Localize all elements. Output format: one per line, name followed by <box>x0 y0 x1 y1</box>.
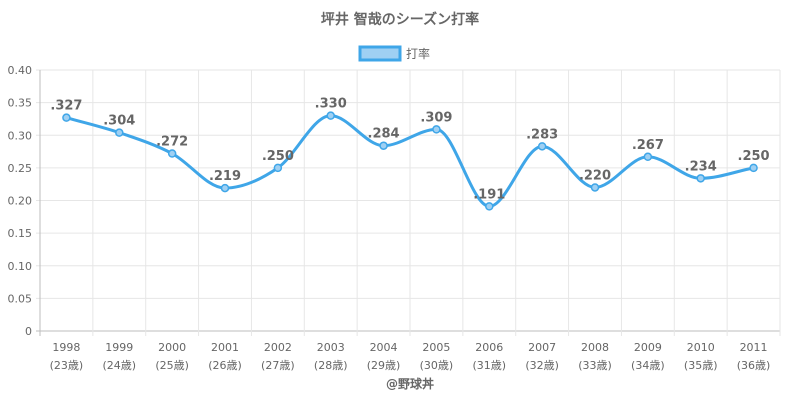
x-tick-sublabel: (36歳) <box>737 359 771 372</box>
data-point[interactable] <box>749 163 758 173</box>
y-tick-label: 0.40 <box>8 64 33 77</box>
x-tick-sublabel: (30歳) <box>420 359 454 372</box>
x-tick-label: 2011 <box>740 341 768 354</box>
x-tick-label: 2008 <box>581 341 609 354</box>
data-label: .272 <box>156 135 188 150</box>
data-point[interactable] <box>273 163 283 173</box>
x-tick-sublabel: (33歳) <box>578 359 612 372</box>
y-tick-label: 0.35 <box>8 97 33 110</box>
x-tick-label: 1999 <box>105 341 133 354</box>
y-tick-label: 0 <box>25 325 32 338</box>
legend[interactable]: 打率 <box>358 45 430 62</box>
y-tick-label: 0.15 <box>8 227 33 240</box>
x-tick-sublabel: (25歳) <box>155 359 189 372</box>
legend-swatch <box>358 45 402 62</box>
data-point[interactable] <box>167 149 177 158</box>
x-tick-label: 2006 <box>475 341 503 354</box>
data-label: .327 <box>50 99 82 114</box>
x-tick-sublabel: (32歳) <box>525 359 559 372</box>
data-label: .250 <box>262 149 294 164</box>
x-tick-label: 2010 <box>687 341 715 354</box>
data-label: .234 <box>685 159 717 174</box>
series-line <box>66 114 754 208</box>
x-tick-sublabel: (35歳) <box>684 359 718 372</box>
y-tick-label: 0.20 <box>8 195 33 208</box>
data-label: .250 <box>738 149 770 164</box>
grid <box>36 69 781 336</box>
y-tick-label: 0.05 <box>8 292 33 305</box>
x-tick-label: 2000 <box>158 341 186 354</box>
data-point[interactable] <box>537 142 547 151</box>
data-point[interactable] <box>326 111 335 120</box>
data-label: .283 <box>526 127 558 142</box>
x-tick-label: 2003 <box>317 341 345 354</box>
data-label: .267 <box>632 138 664 153</box>
data-label: .219 <box>209 169 241 184</box>
data-label: .330 <box>315 97 347 112</box>
x-tick-label: 1998 <box>52 341 80 354</box>
data-label: .191 <box>473 187 505 202</box>
data-point[interactable] <box>62 113 71 122</box>
y-tick-label: 0.10 <box>8 260 33 273</box>
x-tick-sublabel: (31歳) <box>472 359 506 372</box>
x-tick-sublabel: (23歳) <box>50 359 84 372</box>
x-tick-label: 2002 <box>264 341 292 354</box>
data-point[interactable] <box>485 202 494 211</box>
x-tick-label: 2005 <box>422 341 450 354</box>
series-batting-average: .327 .304 .272 .219 .250 .330 .284 .309 .191 .283… <box>50 97 770 211</box>
data-point[interactable] <box>115 128 124 137</box>
x-tick-sublabel: (24歳) <box>102 359 136 372</box>
data-point[interactable] <box>379 141 388 150</box>
x-tick-sublabel: (34歳) <box>631 359 665 372</box>
legend-label: 打率 <box>406 46 430 61</box>
data-label: .309 <box>420 110 452 125</box>
x-axis: 1998 (23歳) 1999 (24歳) 2000 (25歳) 2001 (26歳) 2002… <box>50 341 771 372</box>
chart-title: 坪井 智哉のシーズン打率 <box>321 11 479 28</box>
data-label: .220 <box>579 168 611 183</box>
x-tick-sublabel: (26歳) <box>208 359 242 372</box>
data-label: .304 <box>103 114 135 129</box>
x-tick-label: 2001 <box>211 341 239 354</box>
y-tick-label: 0.30 <box>8 129 33 142</box>
data-point[interactable] <box>432 125 441 134</box>
y-axis: 0 0.05 0.10 0.15 0.20 0.25 0.30 0.35 0.40 <box>8 64 33 338</box>
data-point[interactable] <box>696 174 705 183</box>
x-tick-label: 2007 <box>528 341 556 354</box>
x-tick-sublabel: (28歳) <box>314 359 348 372</box>
x-tick-label: 2009 <box>634 341 662 354</box>
x-tick-sublabel: (27歳) <box>261 359 295 372</box>
x-tick-label: 2004 <box>370 341 398 354</box>
data-point[interactable] <box>220 183 230 193</box>
x-tick-sublabel: (29歳) <box>367 359 401 372</box>
data-point[interactable] <box>590 183 600 192</box>
data-label: .284 <box>368 127 400 142</box>
y-tick-label: 0.25 <box>8 162 33 175</box>
credit-text: @野球丼 <box>386 376 434 391</box>
data-point[interactable] <box>643 152 653 162</box>
